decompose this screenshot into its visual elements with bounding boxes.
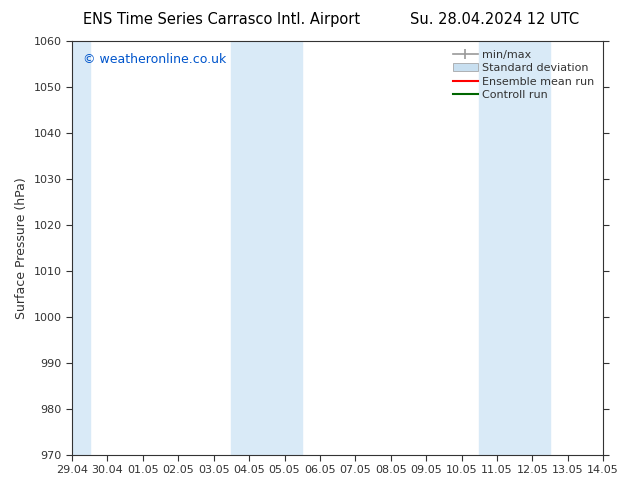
Text: Su. 28.04.2024 12 UTC: Su. 28.04.2024 12 UTC <box>410 12 579 27</box>
Bar <box>231 41 302 455</box>
Bar <box>72 41 90 455</box>
Bar <box>479 41 550 455</box>
Legend: min/max, Standard deviation, Ensemble mean run, Controll run: min/max, Standard deviation, Ensemble me… <box>450 47 598 103</box>
Text: © weatheronline.co.uk: © weatheronline.co.uk <box>82 53 226 67</box>
Text: ENS Time Series Carrasco Intl. Airport: ENS Time Series Carrasco Intl. Airport <box>83 12 361 27</box>
Y-axis label: Surface Pressure (hPa): Surface Pressure (hPa) <box>15 177 28 318</box>
